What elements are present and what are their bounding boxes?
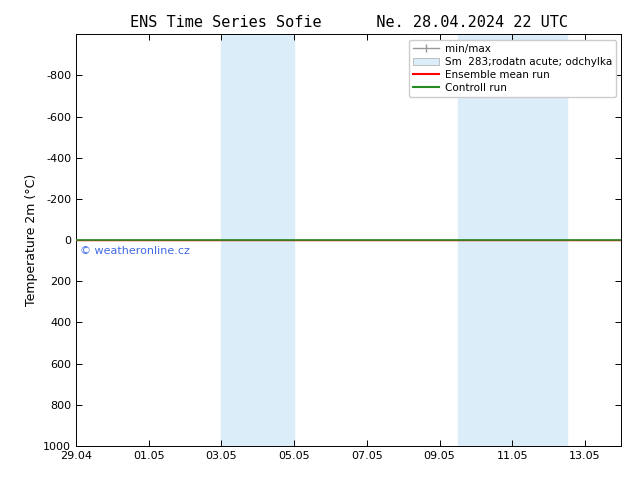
Bar: [221, 34, 294, 446]
Title: ENS Time Series Sofie      Ne. 28.04.2024 22 UTC: ENS Time Series Sofie Ne. 28.04.2024 22 …: [130, 15, 567, 30]
Bar: [458, 34, 567, 446]
Y-axis label: Temperature 2m (°C): Temperature 2m (°C): [25, 174, 37, 306]
Legend: min/max, Sm  283;rodatn acute; odchylka, Ensemble mean run, Controll run: min/max, Sm 283;rodatn acute; odchylka, …: [410, 40, 616, 97]
Text: © weatheronline.cz: © weatheronline.cz: [80, 246, 190, 256]
